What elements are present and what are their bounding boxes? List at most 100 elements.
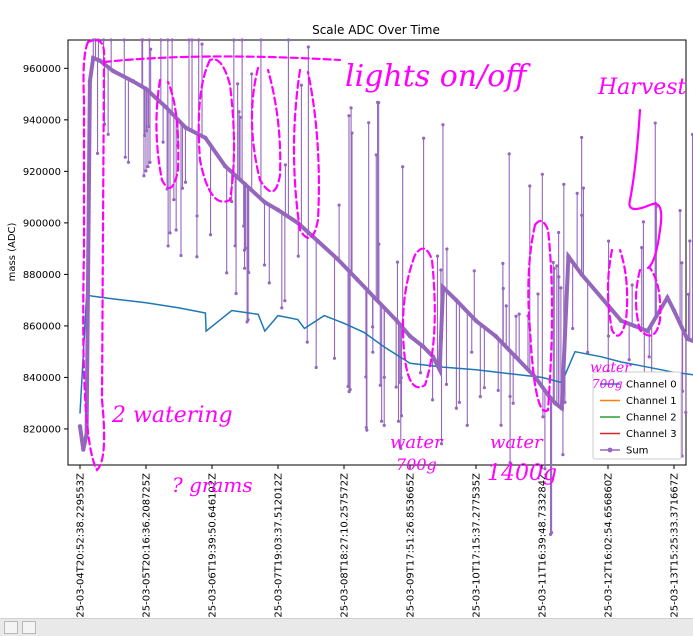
sum-spike-point (332, 356, 337, 360)
water3-annotation-line2: 700g (592, 377, 623, 391)
sum-point (454, 297, 459, 303)
sum-point (97, 58, 103, 63)
sum-spike-point (262, 263, 267, 267)
water3-annotation-line1: water (590, 360, 632, 376)
sum-point (421, 344, 426, 349)
lights-outline-1 (82, 39, 106, 472)
sum-spike-point (234, 291, 238, 296)
series-line-sum (78, 55, 693, 450)
series-line-channel-0 (79, 294, 693, 414)
water1-annotation-line1: water (390, 432, 444, 453)
x-tick-label: 2025-03-09T17:51:26.853665Z (406, 473, 417, 618)
sum-spike-point (148, 160, 152, 164)
sum-spike-point (580, 213, 584, 217)
sum-spike-point (337, 203, 341, 207)
sum-spike-point (439, 442, 444, 446)
sum-point (671, 308, 677, 313)
sum-point (163, 104, 168, 110)
sum-spike-point (259, 38, 263, 42)
sum-point (183, 125, 188, 130)
sum-spike-point (314, 365, 318, 370)
lights-outline-2 (197, 58, 236, 203)
sum-point (130, 79, 135, 84)
y-tick-label: 840000 (23, 373, 61, 384)
sum-spike-point (95, 151, 100, 155)
sum-spike-point (101, 38, 106, 42)
sum-point (262, 200, 267, 205)
sum-spike-point (377, 101, 381, 105)
sum-spike-point (179, 253, 183, 258)
sum-spike-point (454, 406, 458, 410)
sum-point (513, 354, 518, 360)
sum-spike-point (571, 326, 575, 331)
sum-point (110, 68, 116, 74)
sum-spike-point (472, 269, 476, 273)
sum-spike-point (242, 266, 247, 270)
series-lines (77, 55, 693, 452)
sum-spike-point (399, 414, 404, 418)
sum-spike-point (586, 350, 590, 354)
sum-spike-point (504, 304, 508, 308)
sum-point (619, 318, 624, 323)
sum-spike-point (126, 160, 131, 164)
x-tick-label: 2025-03-04T20:52:38.229553Z (76, 473, 87, 618)
sum-point (665, 295, 670, 300)
sum-point (335, 256, 340, 262)
sum-spike-point (552, 266, 556, 271)
sum-spike-point (540, 172, 544, 176)
sum-point (473, 318, 479, 323)
sum-spike-point (580, 135, 584, 140)
chart-background (0, 0, 693, 618)
sum-spike-point (161, 140, 165, 144)
sum-spike-point (236, 82, 240, 86)
sum-spike-point (350, 131, 354, 135)
toolbar-button[interactable] (22, 621, 36, 634)
sum-spike-point (508, 461, 512, 465)
sum-spike-point (142, 174, 146, 178)
sum-spike-point (517, 312, 521, 316)
x-tick-label: 2025-03-13T15:25:33.371667Z (670, 473, 681, 618)
sum-spike-point (183, 180, 188, 184)
sum-spike-point (690, 132, 693, 137)
sum-spike-point (606, 239, 611, 243)
sum-spike-point (305, 340, 309, 344)
sum-spike-point (575, 191, 579, 195)
toolbar-button[interactable] (4, 621, 18, 634)
sum-spike-point (187, 38, 191, 42)
sum-spike-point (394, 385, 398, 389)
y-tick-label: 880000 (23, 270, 61, 281)
plot-frame (67, 39, 687, 466)
sum-spike-point (144, 169, 148, 173)
y-axis-label: mass (ADC) (7, 223, 18, 282)
y-axis: 820000 840000 860000 880000 900000 920000 9400… (23, 64, 68, 435)
sum-spike-point (243, 246, 248, 250)
sum-point (645, 328, 650, 334)
legend-label: Sum (626, 446, 648, 457)
y-tick-label: 960000 (23, 64, 61, 75)
sum-spike-point (507, 152, 511, 156)
sum-point (559, 406, 564, 411)
sum-spike-point (380, 419, 384, 423)
water3-outline (606, 248, 629, 337)
sum-point (315, 238, 320, 244)
sum-spike-point (286, 38, 291, 42)
sum-point (407, 334, 413, 339)
sum-point (493, 334, 498, 339)
y-tick-label: 860000 (23, 321, 61, 332)
sum-spike-point (377, 242, 381, 246)
sum-spike-point (563, 400, 567, 404)
sum-spike-point (555, 264, 559, 268)
sum-point (203, 135, 208, 141)
sum-spike-point (465, 423, 469, 428)
watering-annotation-line2: ? grams (172, 473, 253, 497)
sum-spike-point (283, 299, 287, 303)
sum-spike-point (174, 228, 178, 232)
sum-spike-point (382, 423, 386, 427)
x-tick-label: 2025-03-12T16:02:54.656860Z (604, 473, 615, 618)
sum-spike-point (159, 38, 163, 42)
sum-spike-point (283, 163, 287, 167)
sum-spike-point (166, 244, 170, 248)
water2-annotation-line1: water (490, 432, 544, 453)
sum-spike-point (106, 132, 110, 136)
sum-spike-point (418, 371, 423, 375)
